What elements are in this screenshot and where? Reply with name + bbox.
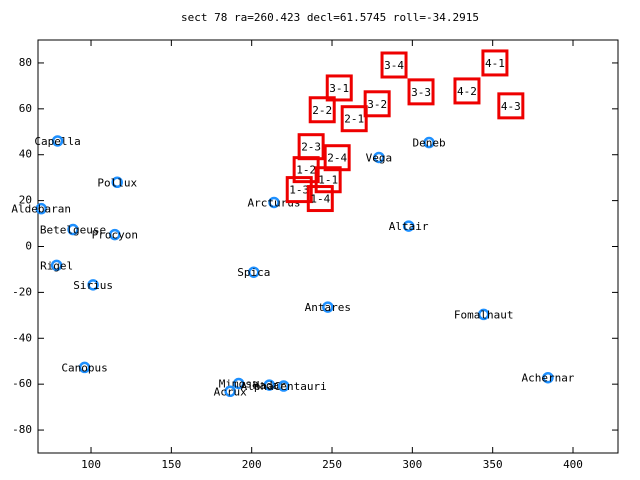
star-label: Capella (34, 135, 80, 148)
star-marker (402, 220, 415, 232)
sector-label: 1-4 (310, 193, 330, 206)
x-tick-label: 200 (242, 458, 262, 471)
star-marker (111, 176, 123, 189)
sector-box (481, 49, 509, 77)
star-marker (224, 385, 236, 398)
star-marker (277, 380, 290, 392)
sector-box (306, 185, 334, 213)
star-marker (423, 136, 435, 149)
sector-label: 4-2 (457, 85, 477, 98)
y-tick-label: 80 (19, 56, 32, 69)
y-tick-label: 60 (19, 102, 32, 115)
sector-box (340, 105, 368, 133)
sector-label: 1-3 (289, 184, 309, 197)
sector-box (363, 90, 391, 118)
x-tick-label: 150 (161, 458, 181, 471)
sector-box (285, 176, 313, 204)
star-label: Hadar (253, 379, 286, 392)
x-tick-label: 300 (402, 458, 422, 471)
sector-label: 3-4 (384, 59, 404, 72)
sector-label: 4-3 (501, 100, 521, 113)
star-label: Sirius (73, 279, 113, 292)
x-tick-label: 100 (81, 458, 101, 471)
sector-label: 1-1 (318, 174, 338, 187)
x-tick-label: 350 (483, 458, 503, 471)
star-marker (268, 196, 280, 209)
star-label: Deneb (412, 137, 445, 150)
star-label: Achernar (521, 372, 574, 385)
sector-label: 3-1 (329, 82, 349, 95)
star-marker (322, 301, 334, 313)
star-label: Antares (305, 301, 351, 314)
star-label: Betelgeuse (40, 224, 106, 237)
star-label: Fomalhaut (454, 308, 514, 321)
star-label: AlphaCentauri (241, 380, 327, 393)
sector-label: 2-4 (327, 152, 347, 165)
sector-label: 1-2 (296, 164, 316, 177)
star-label: Procyon (92, 229, 138, 242)
y-tick-label: -20 (12, 285, 32, 298)
y-tick-label: -40 (12, 331, 32, 344)
star-marker (248, 266, 260, 278)
sector-label: 3-3 (411, 86, 431, 99)
star-label: Aldebaran (11, 203, 71, 216)
sector-box (323, 144, 351, 172)
star-label: Acrux (214, 385, 247, 398)
star-label: Rigel (40, 259, 73, 272)
sector-label: 2-2 (312, 104, 332, 117)
y-tick-label: -60 (12, 377, 32, 390)
star-label: Pollux (97, 176, 137, 189)
star-marker (373, 151, 385, 164)
sector-box (292, 156, 320, 184)
y-tick-label: 0 (25, 240, 32, 253)
y-tick-label: -80 (12, 423, 32, 436)
star-label: Vega (366, 151, 393, 164)
sector-box (380, 51, 408, 79)
star-marker (51, 135, 64, 147)
sector-box (314, 166, 342, 194)
sector-label: 2-3 (301, 141, 321, 154)
star-label: Canopus (61, 361, 107, 374)
sector-label: 2-1 (344, 113, 364, 126)
sector-box (325, 74, 353, 102)
star-marker (78, 361, 91, 374)
y-tick-label: 40 (19, 148, 32, 161)
star-label: Altair (389, 220, 429, 233)
x-tick-label: 250 (322, 458, 342, 471)
star-marker (87, 279, 99, 291)
star-marker (50, 259, 63, 272)
star-marker (263, 379, 276, 391)
sector-label: 4-1 (485, 57, 505, 70)
x-tick-label: 400 (563, 458, 583, 471)
star-marker (542, 371, 554, 384)
sector-box (407, 78, 435, 106)
sector-label: 3-2 (367, 98, 387, 111)
star-marker (232, 377, 245, 390)
sector-box (453, 77, 481, 105)
star-marker (477, 308, 490, 321)
y-tick-label: 20 (19, 194, 32, 207)
star-marker (67, 223, 79, 236)
star-label: Spica (237, 266, 270, 279)
chart-title: sect 78 ra=260.423 decl=61.5745 roll=-34… (181, 11, 479, 24)
sector-box (308, 96, 336, 124)
star-marker (35, 202, 47, 215)
sector-box (497, 92, 525, 120)
star-marker (109, 228, 121, 241)
